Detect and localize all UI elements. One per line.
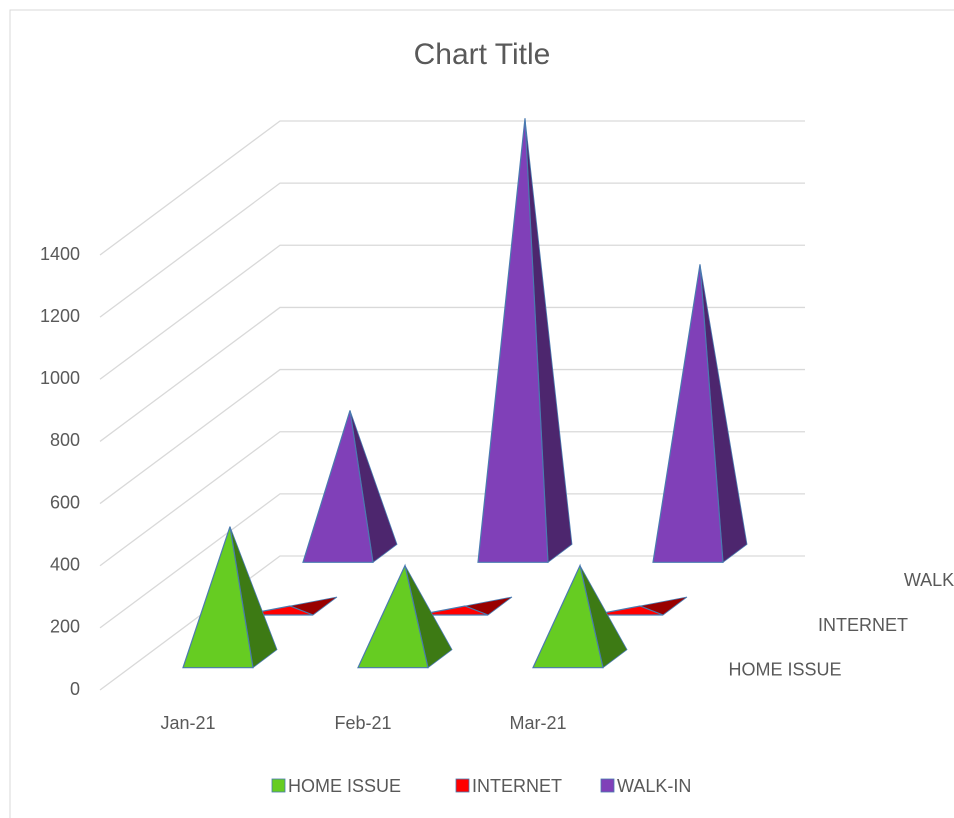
y-tick-label: 800 [50, 430, 80, 450]
pyramid-front [592, 605, 664, 616]
pyramid-front [652, 264, 724, 563]
pyramid-front [477, 118, 549, 563]
grid-line [99, 120, 805, 256]
y-tick-label: 1400 [40, 244, 80, 264]
grid-line [99, 493, 805, 629]
chart-title: Chart Title [414, 38, 551, 71]
grid-line [99, 244, 805, 380]
x-tick-label: Feb-21 [334, 713, 391, 733]
series-depth-label: INTERNET [818, 615, 908, 635]
x-tick-label: Jan-21 [160, 713, 215, 733]
legend-label: INTERNET [472, 776, 562, 796]
grid-line [99, 431, 805, 567]
legend-label: WALK-IN [617, 776, 691, 796]
legend-swatch [600, 778, 615, 793]
grid-line [99, 306, 805, 442]
grid-line [99, 182, 805, 318]
y-tick-label: 0 [70, 679, 80, 699]
grid-line [99, 555, 805, 691]
pyramid-front [357, 563, 429, 669]
y-tick-label: 200 [50, 617, 80, 637]
pyramid-front [417, 605, 489, 616]
legend-swatch [455, 778, 470, 793]
pyramid-front [532, 563, 604, 669]
legend-label: HOME ISSUE [288, 776, 401, 796]
y-tick-label: 400 [50, 554, 80, 574]
pyramid-front [302, 410, 374, 563]
pyramid-front [182, 526, 254, 669]
x-tick-label: Mar-21 [509, 713, 566, 733]
series-depth-label: HOME ISSUE [728, 659, 841, 679]
y-tick-label: 1200 [40, 306, 80, 326]
y-tick-label: 600 [50, 492, 80, 512]
y-tick-label: 1000 [40, 368, 80, 388]
grid-line [99, 368, 805, 505]
chart-border [9, 9, 954, 818]
series-depth-label: WALK-IN [904, 570, 954, 590]
legend-swatch [271, 778, 286, 793]
